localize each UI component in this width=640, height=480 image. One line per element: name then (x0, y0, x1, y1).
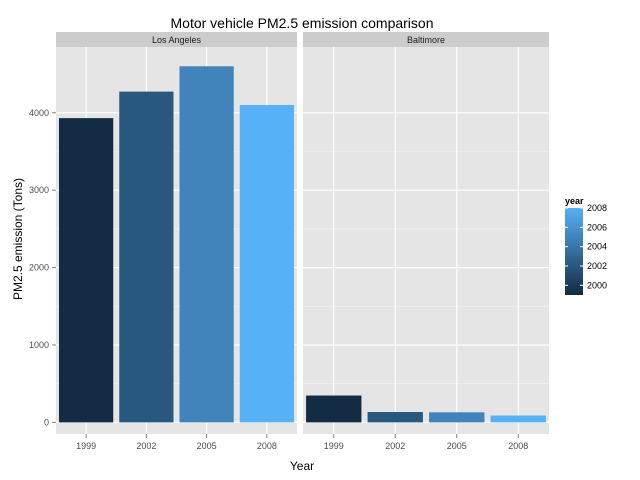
y-axis-title: PM2.5 emission (Tons) (11, 178, 25, 300)
legend-label: 2004 (587, 242, 607, 252)
x-tick-label: 2005 (197, 441, 217, 451)
facet-strip-label: Los Angeles (152, 35, 202, 45)
legend-label: 2002 (587, 261, 607, 271)
facet-panels: Los Angeles 1999 2002 2005 2008 Baltimore 1999… (29, 32, 549, 451)
bar (59, 118, 114, 423)
bar (429, 412, 485, 423)
legend-colorbar (565, 208, 583, 295)
x-axis-title: Year (290, 459, 314, 473)
y-tick-label: 2000 (29, 263, 49, 273)
facet-strip (56, 32, 297, 47)
facet-panel: Baltimore 1999 2002 2005 2008 (303, 32, 549, 451)
x-tick-label: 2002 (136, 441, 156, 451)
facet-strip (303, 32, 549, 47)
y-tick-label: 0 (44, 417, 49, 427)
y-tick-label: 1000 (29, 340, 49, 350)
legend-label: 2008 (587, 203, 607, 213)
bar (490, 415, 546, 423)
bar (239, 104, 294, 423)
facet-strip-label: Baltimore (407, 35, 445, 45)
chart-title: Motor vehicle PM2.5 emission comparison (171, 15, 434, 31)
legend: year 2008 2006 2004 2002 2000 (565, 196, 607, 295)
legend-title: year (565, 196, 584, 206)
facet-panel: Los Angeles 1999 2002 2005 2008 (56, 32, 297, 451)
bar (306, 395, 362, 423)
y-axis: 0 1000 2000 3000 4000 (29, 108, 56, 427)
bar (367, 412, 423, 423)
x-tick-label: 2008 (508, 441, 528, 451)
x-tick-label: 2008 (257, 441, 277, 451)
panel-background (303, 47, 549, 434)
y-tick-label: 4000 (29, 108, 49, 118)
y-tick-label: 3000 (29, 185, 49, 195)
x-tick-label: 2005 (447, 441, 467, 451)
bar (119, 91, 174, 423)
bar (179, 66, 234, 423)
x-tick-label: 2002 (385, 441, 405, 451)
legend-label: 2000 (587, 280, 607, 290)
x-tick-label: 1999 (76, 441, 96, 451)
x-tick-label: 1999 (324, 441, 344, 451)
legend-label: 2006 (587, 222, 607, 232)
